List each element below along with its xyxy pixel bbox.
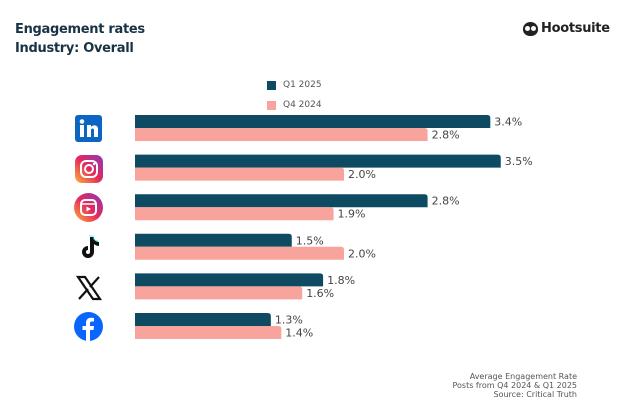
bar-facebook-q4-2024 [134,326,282,339]
bar-tiktok-q4-2024 [135,246,344,260]
data-label: 1.8% [327,274,355,287]
footnote-period: Posts from Q4 2024 & Q1 2025 [452,381,577,390]
data-label: 1.6% [306,287,334,300]
bar-instagram-reels-q1-2025 [135,194,428,208]
legend-item-q1-2025: Q1 2025 [267,75,322,95]
chart-title: Engagement rates [15,22,145,37]
legend-swatch [267,100,276,110]
bar-tiktok-q1-2025 [135,233,292,247]
bar-instagram-q4-2024 [135,167,344,181]
data-label: 3.5% [505,155,533,168]
bar-instagram-reels-q4-2024 [134,207,334,221]
chart-footnote: Average Engagement Rate Posts from Q4 20… [452,372,577,399]
facebook-icon [74,312,103,341]
x-icon [74,273,103,302]
bar-linkedin-q1-2025 [135,115,491,128]
legend-label: Q4 2024 [283,100,322,110]
data-label: 3.4% [494,116,522,129]
data-label: 1.4% [285,327,313,340]
instagram-icon [74,154,103,183]
bar-facebook-q1-2025 [135,313,271,326]
legend: Q1 2025 Q4 2024 [267,75,322,115]
data-label: 2.8% [432,129,460,142]
hootsuite-logo: Hootsuite [523,21,610,36]
data-label: 2.0% [348,168,376,181]
bar-x-q4-2024 [135,286,303,300]
instagram-reels-icon [74,193,103,222]
footnote-source: Source: Critical Truth [493,390,577,399]
linkedin-icon [74,114,103,143]
legend-item-q4-2024: Q4 2024 [267,95,322,115]
footnote-metric: Average Engagement Rate [469,372,577,381]
tiktok-icon [74,233,103,262]
bar-x-q1-2025 [135,273,324,287]
bar-instagram-q1-2025 [135,154,501,168]
data-label: 1.3% [275,314,303,327]
chart-subtitle: Industry: Overall [15,41,134,56]
bar-linkedin-q4-2024 [135,128,428,141]
data-label: 1.9% [338,208,366,221]
owl-icon [523,21,538,36]
legend-label: Q1 2025 [283,80,322,90]
data-label: 1.5% [296,234,324,247]
legend-swatch [267,80,276,90]
data-label: 2.8% [432,195,460,208]
logo-text: Hootsuite [541,21,610,36]
data-label: 2.0% [348,247,376,260]
